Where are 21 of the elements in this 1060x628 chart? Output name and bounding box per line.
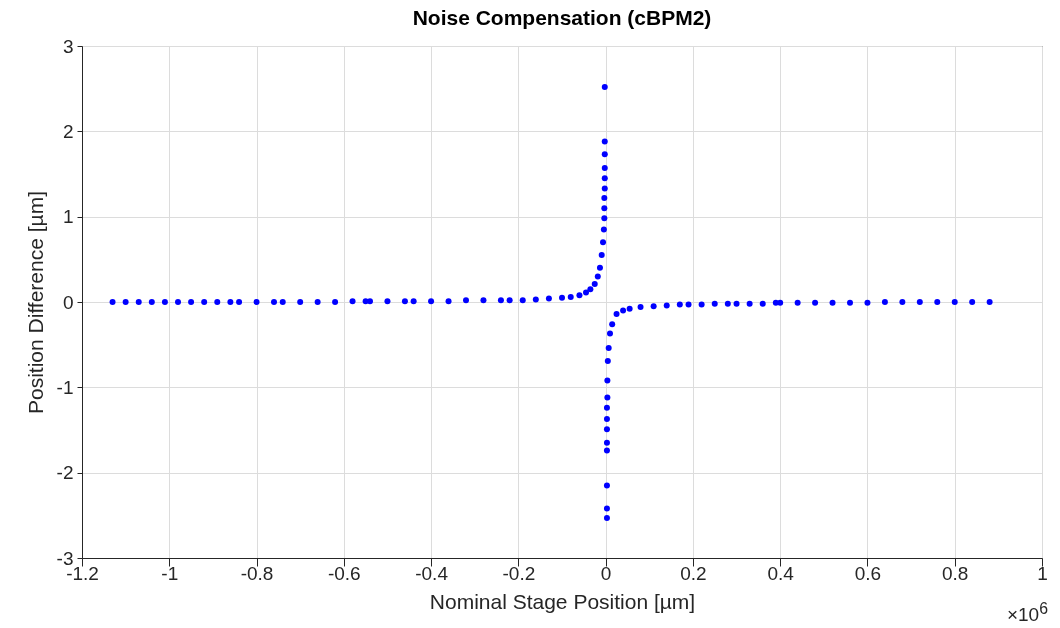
x-tick-label: 1	[1037, 562, 1048, 584]
x-tick-label: -0.8	[240, 562, 274, 584]
y-tick-label: -1	[56, 376, 74, 398]
y-tick-label: 1	[62, 206, 74, 228]
x-tick-label: -0.2	[502, 562, 536, 584]
x-tick-label: 0.8	[942, 562, 969, 584]
axis-multiplier: ×10$^{6}$	[1006, 600, 1048, 627]
y-tick-label: -2	[56, 462, 74, 484]
x-tick-label: -0.6	[327, 562, 361, 584]
x-tick-label: -1	[161, 562, 179, 584]
y-tick-label: 3	[62, 35, 74, 57]
x-tick-label: 0.2	[680, 562, 707, 584]
x-tick-label: -0.4	[415, 562, 449, 584]
x-tick-label: 0.4	[767, 562, 795, 584]
y-axis-title: Position Difference [µm]	[23, 191, 47, 414]
y-tick-label: 2	[62, 120, 74, 142]
x-tick-label: 0	[600, 562, 612, 584]
chart-title: Noise Compensation (cBPM2)	[412, 6, 712, 29]
x-tick-label: 0.6	[854, 562, 882, 584]
y-tick-label: 0	[62, 291, 74, 313]
x-axis-title: Nominal Stage Position [µm]	[429, 589, 696, 613]
